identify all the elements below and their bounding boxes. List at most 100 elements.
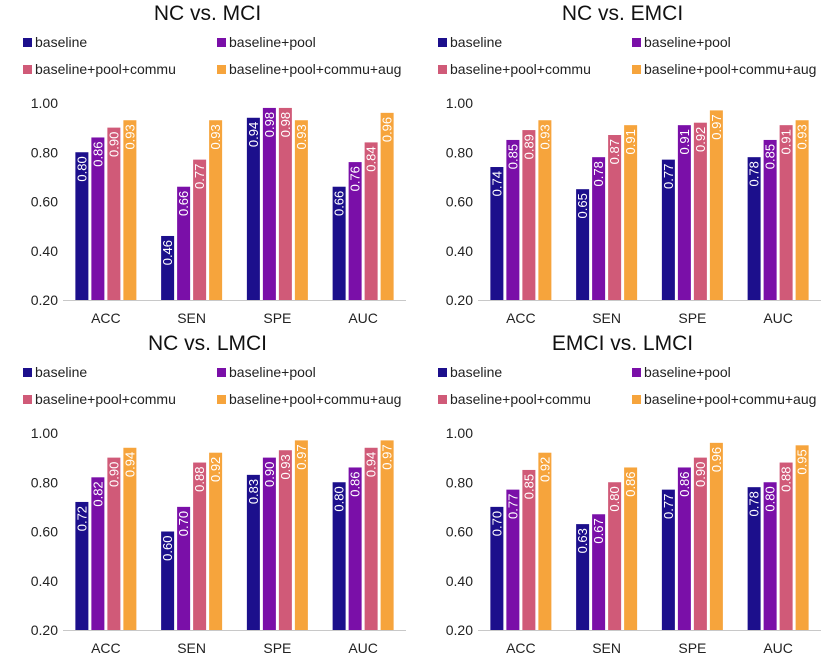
bar-value-label: 0.63 — [575, 528, 590, 553]
bar — [763, 139, 777, 300]
bar-value-label: 0.98 — [262, 112, 277, 137]
bar-value-label: 0.77 — [661, 164, 676, 189]
bar — [576, 524, 590, 630]
bar — [608, 135, 622, 300]
legend-entry: baseline+pool+commu — [438, 61, 591, 77]
y-tick-label: 0.80 — [31, 144, 58, 160]
bar — [592, 514, 606, 630]
x-tick-label: SPE — [263, 640, 291, 656]
chart-svg: NC vs. EMCI baseline baseline+pool baseline… — [438, 2, 821, 326]
bar-value-label: 0.86 — [90, 141, 105, 166]
bar — [538, 452, 552, 630]
legend-label: baseline+pool+commu — [35, 61, 176, 77]
bar — [693, 457, 707, 630]
legend-entry: baseline+pool+commu+aug — [632, 391, 816, 407]
chart-panel-1: NC vs. MCI baseline baseline+pool baseline+… — [0, 0, 415, 330]
bar-value-label: 0.97 — [709, 114, 724, 139]
chart-title: NC vs. LMCI — [148, 332, 267, 355]
bar — [608, 482, 622, 630]
bar — [380, 112, 394, 300]
bar-value-label: 0.86 — [677, 471, 692, 496]
bar — [709, 110, 723, 300]
bar-value-label: 0.80 — [607, 486, 622, 511]
legend-entry: baseline — [438, 34, 502, 50]
bar — [209, 120, 223, 300]
y-tick-label: 0.40 — [446, 573, 473, 589]
bar — [763, 482, 777, 630]
y-tick-label: 0.60 — [31, 194, 58, 210]
legend-entry: baseline+pool+commu+aug — [632, 61, 816, 77]
bar — [795, 120, 809, 300]
y-tick-label: 0.60 — [31, 524, 58, 540]
legend-entry: baseline+pool+commu+aug — [217, 61, 401, 77]
bar — [677, 125, 691, 300]
y-tick-label: 0.40 — [446, 243, 473, 259]
y-tick-label: 0.20 — [446, 292, 473, 308]
bar-value-label: 0.77 — [661, 494, 676, 519]
y-tick-label: 1.00 — [31, 95, 58, 111]
bar — [576, 189, 590, 300]
chart-svg: EMCI vs. LMCI baseline baseline+pool baseli… — [438, 332, 821, 656]
bar-value-label: 0.97 — [380, 444, 395, 469]
bar — [490, 167, 504, 300]
bar-value-label: 0.93 — [294, 124, 309, 149]
bar-value-label: 0.80 — [763, 486, 778, 511]
bar — [177, 186, 191, 300]
bar — [747, 487, 761, 630]
bar — [624, 125, 638, 300]
chart-svg: NC vs. MCI baseline baseline+pool baseline+… — [23, 2, 406, 326]
bar-value-label: 0.76 — [348, 166, 363, 191]
legend-entry: baseline+pool+commu — [23, 61, 176, 77]
legend-entry: baseline — [23, 364, 87, 380]
x-tick-label: AUC — [763, 640, 793, 656]
bar — [490, 506, 504, 630]
bar-value-label: 0.94 — [364, 452, 379, 477]
bar — [364, 447, 378, 630]
bar-value-label: 0.85 — [763, 144, 778, 169]
bar-value-label: 0.88 — [779, 467, 794, 492]
bar — [294, 440, 308, 630]
bar-value-label: 0.85 — [505, 144, 520, 169]
x-tick-label: SEN — [592, 640, 621, 656]
bar — [709, 442, 723, 630]
legend-entry: baseline+pool — [217, 34, 316, 50]
x-tick-label: ACC — [506, 310, 536, 326]
bar — [123, 120, 137, 300]
y-tick-label: 0.20 — [31, 622, 58, 638]
x-tick-label: AUC — [348, 640, 378, 656]
legend-entry: baseline — [438, 364, 502, 380]
legend-label: baseline — [450, 364, 502, 380]
bar-value-label: 0.92 — [693, 127, 708, 152]
legend-entry: baseline+pool+commu+aug — [217, 391, 401, 407]
bar — [677, 467, 691, 630]
bar — [522, 469, 536, 630]
legend-label: baseline — [35, 34, 87, 50]
bar-value-label: 0.96 — [709, 447, 724, 472]
bar — [332, 186, 346, 300]
bar-value-label: 0.70 — [489, 511, 504, 536]
bar — [661, 159, 675, 300]
legend-label: baseline+pool+commu+aug — [229, 391, 401, 407]
bar-value-label: 0.86 — [348, 471, 363, 496]
y-tick-label: 1.00 — [31, 425, 58, 441]
bar-value-label: 0.80 — [74, 156, 89, 181]
y-tick-label: 0.40 — [31, 243, 58, 259]
bar — [538, 120, 552, 300]
bar — [75, 152, 89, 300]
bar-value-label: 0.97 — [294, 444, 309, 469]
bar-value-label: 0.91 — [623, 129, 638, 154]
bar-value-label: 0.90 — [693, 462, 708, 487]
x-tick-label: AUC — [763, 310, 793, 326]
legend-label: baseline — [35, 364, 87, 380]
bar — [91, 477, 105, 630]
bar — [522, 130, 536, 300]
legend-swatch — [23, 38, 32, 47]
bar-value-label: 0.93 — [278, 454, 293, 479]
bar-value-label: 0.65 — [575, 193, 590, 218]
legend-label: baseline+pool+commu — [450, 391, 591, 407]
bar-value-label: 0.88 — [192, 467, 207, 492]
legend-entry: baseline+pool+commu — [23, 391, 176, 407]
bar-value-label: 0.67 — [591, 518, 606, 543]
x-tick-label: SEN — [177, 310, 206, 326]
bar-value-label: 0.93 — [795, 124, 810, 149]
